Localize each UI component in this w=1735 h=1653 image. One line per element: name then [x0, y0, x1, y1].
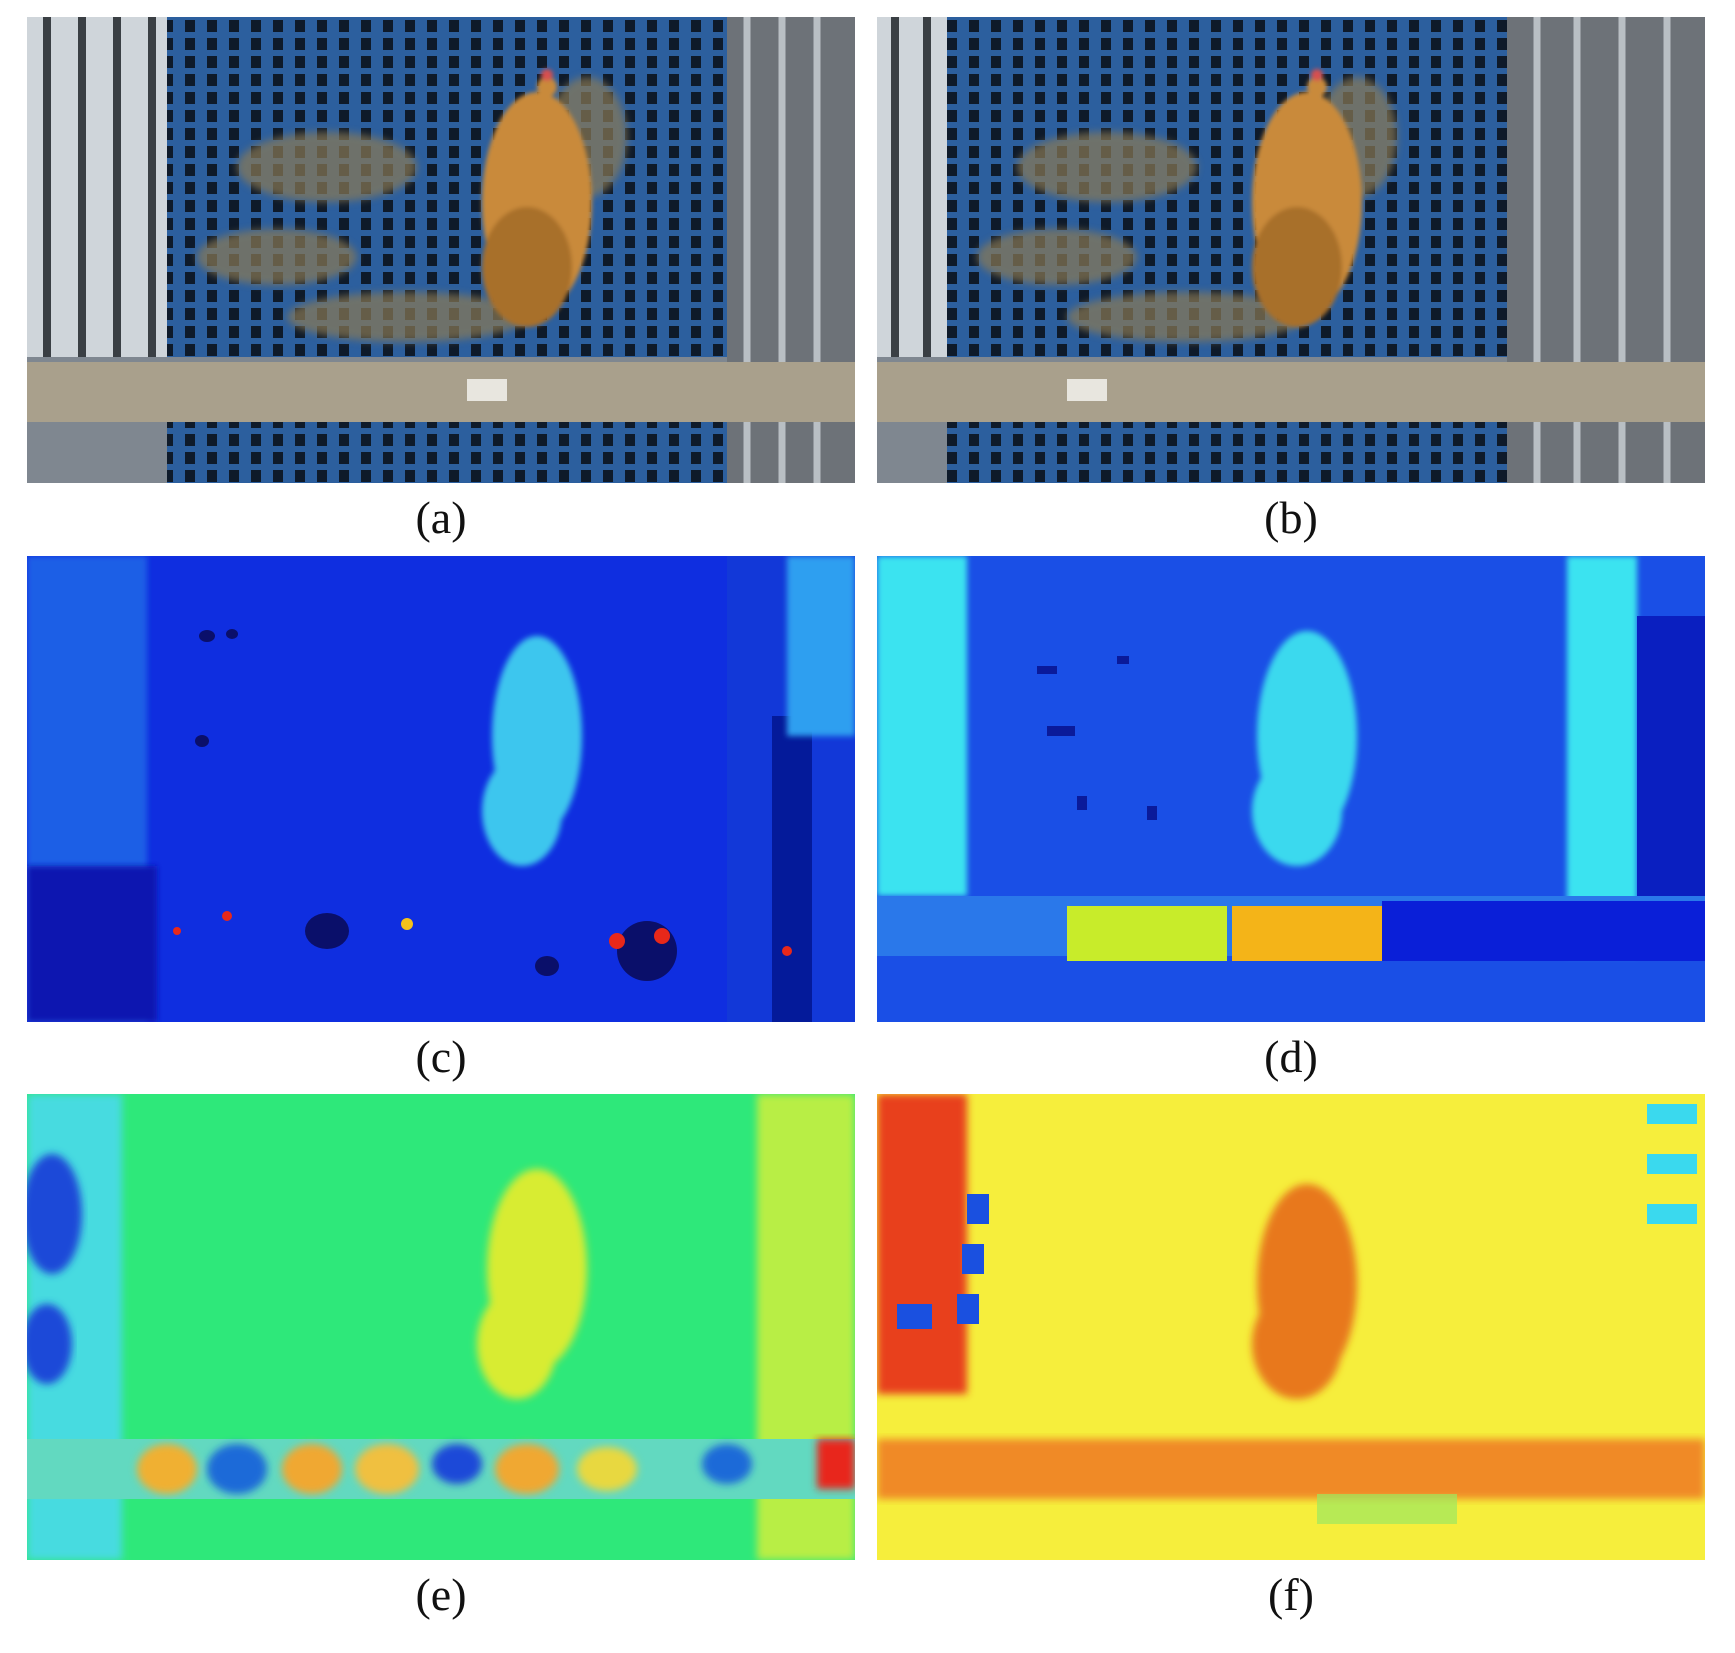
caption-b: (b): [1264, 492, 1318, 543]
caption-e: (e): [415, 1569, 467, 1620]
depth-map-d: [877, 556, 1705, 1022]
panel-b-rgb-photo: [877, 17, 1705, 483]
rgb-photo-b: [877, 17, 1705, 483]
caption-f: (f): [1268, 1569, 1314, 1620]
panel-e-depth-map: [27, 1094, 855, 1560]
depth-map-c: [27, 556, 855, 1022]
caption-c: (c): [415, 1031, 467, 1082]
panel-f-depth-map: [877, 1094, 1705, 1560]
depth-map-e: [27, 1094, 855, 1560]
panel-d-depth-map: [877, 556, 1705, 1022]
panel-a-rgb-photo: [27, 17, 855, 483]
caption-d: (d): [1264, 1031, 1318, 1082]
rgb-photo-a: [27, 17, 855, 483]
caption-a: (a): [415, 492, 467, 543]
panel-c-depth-map: [27, 556, 855, 1022]
depth-map-f: [877, 1094, 1705, 1560]
